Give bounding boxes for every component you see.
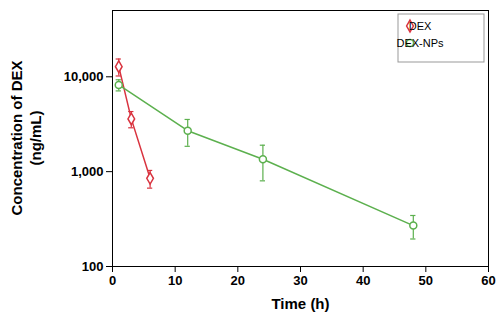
svg-text:30: 30	[293, 273, 307, 288]
svg-text:60: 60	[481, 273, 495, 288]
svg-text:Concentration of DEX(ng/mL): Concentration of DEX(ng/mL)	[8, 60, 44, 215]
svg-text:10,000: 10,000	[64, 69, 104, 84]
svg-text:DEX-NPs: DEX-NPs	[396, 37, 444, 49]
svg-text:Time (h): Time (h)	[271, 295, 329, 312]
svg-text:1,000: 1,000	[71, 164, 104, 179]
svg-text:0: 0	[109, 273, 116, 288]
svg-text:40: 40	[356, 273, 370, 288]
svg-text:50: 50	[419, 273, 433, 288]
svg-text:20: 20	[231, 273, 245, 288]
svg-text:100: 100	[82, 259, 104, 274]
svg-text:10: 10	[168, 273, 182, 288]
svg-text:DEX: DEX	[409, 20, 432, 32]
